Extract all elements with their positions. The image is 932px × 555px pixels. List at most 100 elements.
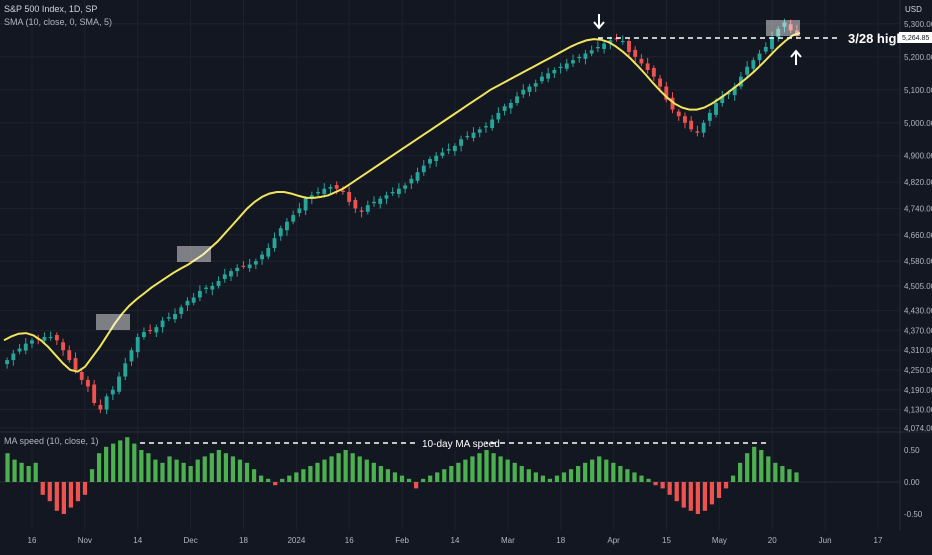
y-tick-label: 4,250.00 xyxy=(904,366,932,375)
speed-bar xyxy=(491,453,496,482)
speed-bar xyxy=(33,462,38,482)
last-price-tag xyxy=(899,32,932,43)
candle-body xyxy=(515,96,519,103)
x-tick-label: May xyxy=(712,536,727,545)
speed-bar xyxy=(752,446,757,482)
speed-histogram xyxy=(5,437,799,514)
speed-bar xyxy=(26,466,31,482)
candle-body xyxy=(185,300,190,306)
candle-body xyxy=(216,280,221,286)
candle-body xyxy=(222,274,227,280)
speed-bar xyxy=(484,450,489,482)
candle-body xyxy=(614,38,619,40)
candle-body xyxy=(204,287,209,289)
sma-line xyxy=(3,32,801,373)
y-tick-label: 5,000.00 xyxy=(904,119,932,128)
candle-body xyxy=(403,185,408,189)
speed-bar xyxy=(745,453,750,482)
candle-body xyxy=(546,73,551,79)
speed-bar xyxy=(406,478,412,482)
candle-body xyxy=(247,264,252,269)
y-tick-label: 5,200.00 xyxy=(904,53,932,62)
speed-bar xyxy=(132,443,137,482)
candle-body xyxy=(104,396,109,410)
speed-bar xyxy=(118,440,123,482)
candle-body xyxy=(359,210,364,212)
last-price: 5,264.85 xyxy=(902,35,929,42)
speed-bar xyxy=(223,453,229,482)
speed-bar xyxy=(435,472,440,482)
candle-body xyxy=(229,271,233,277)
speed-bar xyxy=(68,482,74,508)
candle-body xyxy=(253,261,258,265)
y-tick-label: 4,370.00 xyxy=(904,326,932,335)
x-tick-label: 15 xyxy=(662,536,671,545)
legend-symbol: S&P 500 Index, 1D, SP xyxy=(4,4,97,14)
speed-bar xyxy=(322,459,327,482)
y-tick-label: 5,300.00 xyxy=(904,20,932,29)
speed-bar xyxy=(618,466,623,482)
speed-bar xyxy=(329,456,334,482)
speed-bar xyxy=(54,482,59,511)
speed-bar xyxy=(554,475,560,482)
candle-body xyxy=(788,24,793,31)
candle-body xyxy=(421,165,426,173)
speed-bar xyxy=(561,472,567,482)
speed-bar xyxy=(202,456,207,482)
speed-bar xyxy=(343,450,348,482)
candle-body xyxy=(751,60,756,69)
speed-bar xyxy=(244,462,250,482)
speed-bar xyxy=(449,466,454,482)
candle-body xyxy=(316,191,320,194)
grid xyxy=(0,0,932,530)
speed-bar xyxy=(104,446,109,482)
speed-bar xyxy=(399,475,405,482)
candle-body xyxy=(92,384,97,403)
speed-bar xyxy=(660,482,665,489)
candle-body xyxy=(521,89,526,95)
y-tick-label: 4,740.00 xyxy=(904,204,932,213)
candle-body xyxy=(726,93,731,95)
candle-body xyxy=(179,307,184,314)
candle-body xyxy=(260,254,265,260)
candle-body xyxy=(154,327,159,333)
candle-body xyxy=(639,58,644,64)
candle-body xyxy=(527,86,532,92)
speed-bar xyxy=(125,437,130,482)
speed-bar xyxy=(428,475,433,482)
speed-bar xyxy=(75,482,81,502)
candle-body xyxy=(278,228,283,237)
speed-bar xyxy=(111,443,116,482)
speed-bar xyxy=(47,482,52,502)
candle-body xyxy=(589,50,594,54)
y-tick-label: 4,430.00 xyxy=(904,307,932,316)
speed-bar xyxy=(695,482,700,514)
candle-body xyxy=(627,41,631,52)
candle-body xyxy=(620,41,625,43)
candle-body xyxy=(347,191,352,202)
candle-body xyxy=(558,66,563,69)
x-tick-label: 2024 xyxy=(287,536,305,545)
candle-body xyxy=(409,178,414,184)
y-tick-label: 4,130.00 xyxy=(904,406,932,415)
speed-bar xyxy=(597,456,602,482)
speed-bar xyxy=(12,459,17,482)
candle-body xyxy=(291,215,296,222)
candle-body xyxy=(86,379,90,387)
speed-label-bg xyxy=(418,436,486,450)
speed-bar xyxy=(421,478,426,482)
candle-body xyxy=(54,335,59,341)
candle-body xyxy=(676,111,681,117)
candle-body xyxy=(602,43,607,49)
speed-tick-label: 0.00 xyxy=(904,478,920,487)
candle-body xyxy=(720,96,725,103)
candle-body xyxy=(98,404,103,410)
candle-body xyxy=(30,340,34,344)
down-arrow-icon xyxy=(593,14,605,30)
speed-bar xyxy=(336,453,341,482)
speed-bar xyxy=(280,478,285,482)
speed-bar xyxy=(702,482,708,511)
x-tick-label: 16 xyxy=(28,536,37,545)
